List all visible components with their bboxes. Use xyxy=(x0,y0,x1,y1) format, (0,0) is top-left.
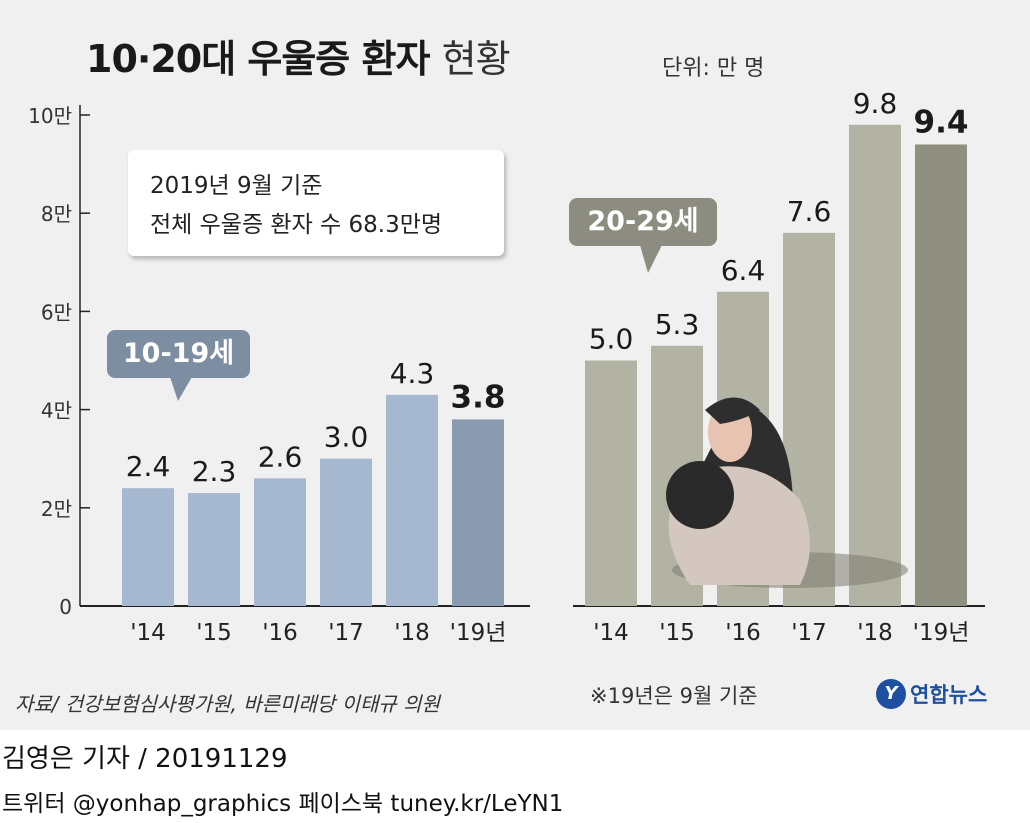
twenties-value-label: 5.0 xyxy=(589,323,634,356)
teen-bar xyxy=(254,478,306,606)
yonhap-logo-icon: Y xyxy=(876,679,906,709)
teen-category-label: '15 xyxy=(196,620,232,646)
twenties-category-label: '18 xyxy=(857,620,893,646)
twenties-category-label: '14 xyxy=(593,620,629,646)
twenties-category-label: '16 xyxy=(725,620,761,646)
figure-bangs xyxy=(705,397,760,424)
twenties-bar xyxy=(915,144,967,606)
teen-bar xyxy=(386,394,438,606)
note-line-2: 전체 우울증 환자 수 68.3만명 xyxy=(150,212,443,238)
social-links: 트위터 @yonhap_graphics 페이스북 tuney.kr/LeYN1 xyxy=(2,791,564,817)
y-tick-label: 0 xyxy=(59,595,72,619)
teen-bubble-tail xyxy=(170,377,192,401)
teen-category-label: '18 xyxy=(394,620,430,646)
twenties-bubble-tail xyxy=(640,245,662,273)
bar-chart: 0 2만 4만 6만 8만 10만 2.4 '14 2.3 '15 2.6 '16 3.0 '17 4.3 '… xyxy=(28,87,985,646)
twenties-value-label: 6.4 xyxy=(721,254,766,287)
teen-value-label: 4.3 xyxy=(390,357,435,390)
twenties-value-label: 5.3 xyxy=(655,308,700,341)
teen-value-label: 2.4 xyxy=(126,450,171,483)
teen-value-label: 3.0 xyxy=(324,421,369,454)
note-line-1: 2019년 9월 기준 xyxy=(150,173,323,199)
twenties-value-label: 7.6 xyxy=(787,195,832,228)
twenties-value-label: 9.4 xyxy=(914,104,969,140)
y-tick-label: 4만 xyxy=(41,399,72,423)
teen-bar xyxy=(188,493,240,606)
twenties-value-label: 9.8 xyxy=(853,87,898,120)
teen-value-label: 2.6 xyxy=(258,440,303,473)
teen-value-label: 2.3 xyxy=(192,455,237,488)
y-tick-label: 6만 xyxy=(41,300,72,324)
twenties-category-label: '15 xyxy=(659,620,695,646)
infographic-panel: 10·20대 우울증 환자 현황 단위: 만 명 0 2만 4만 6만 8만 10만 2.4… xyxy=(0,0,1030,730)
teen-category-label: '19년 xyxy=(450,620,507,646)
source-text: 자료/ 건강보험심사평가원, 바른미래당 이태규 의원 xyxy=(15,692,440,716)
teen-category-label: '16 xyxy=(262,620,298,646)
reporter-credit: 김영은 기자 / 20191129 xyxy=(2,744,288,774)
y-tick-label: 2만 xyxy=(41,497,72,521)
y-tick-label: 10만 xyxy=(28,104,72,128)
teen-category-label: '14 xyxy=(130,620,166,646)
twenties-category-label: '17 xyxy=(791,620,827,646)
twenties-bar xyxy=(585,360,637,606)
teen-value-label: 3.8 xyxy=(451,379,506,415)
note-box: 2019년 9월 기준 전체 우울증 환자 수 68.3만명 xyxy=(128,150,504,256)
teen-bar xyxy=(122,488,174,606)
chart-title: 10·20대 우울증 환자 현황 xyxy=(86,37,511,81)
twenties-bar xyxy=(849,124,901,606)
twenties-series-bubble: 20-29세 xyxy=(569,198,717,246)
footnote-text: ※19년은 9월 기준 xyxy=(590,684,758,708)
teen-category-label: '17 xyxy=(328,620,364,646)
twenties-category-label: '19년 xyxy=(913,620,970,646)
teen-series-bubble: 10-19세 xyxy=(107,330,250,378)
yonhap-logo-text: 연합뉴스 xyxy=(910,683,988,707)
teen-bar xyxy=(452,419,504,606)
figure-knees xyxy=(666,461,734,529)
teen-bar xyxy=(320,458,372,606)
yonhap-logo: Y 연합뉴스 xyxy=(876,676,987,712)
y-tick-label: 8만 xyxy=(41,202,72,226)
unit-label: 단위: 만 명 xyxy=(662,56,765,81)
